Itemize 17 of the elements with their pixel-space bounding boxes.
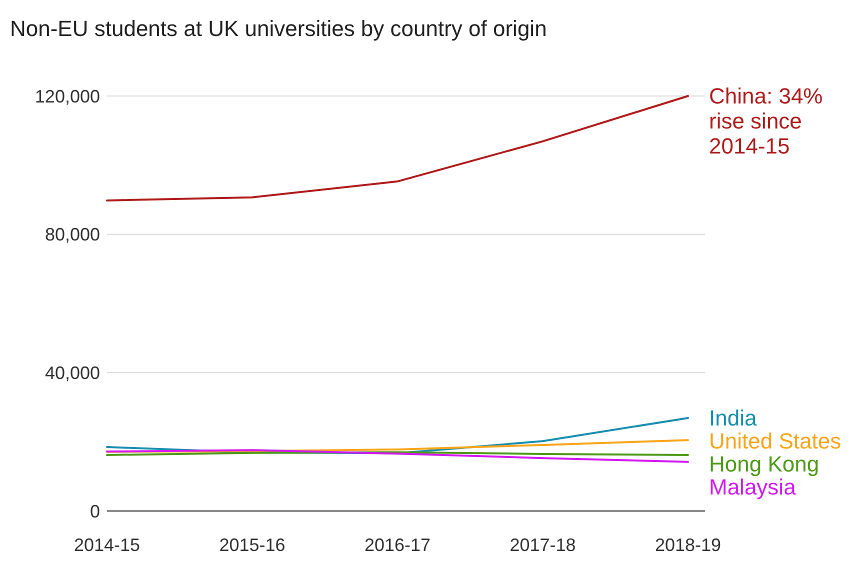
series-label: India [709, 406, 758, 431]
y-tick-label: 80,000 [44, 224, 100, 245]
y-tick-label: 40,000 [44, 362, 100, 383]
y-tick-label: 0 [90, 501, 100, 522]
chart-title: Non-EU students at UK universities by country of origin [10, 16, 547, 41]
x-tick-label: 2014-15 [74, 535, 140, 555]
y-tick-label: 120,000 [34, 86, 100, 106]
x-tick-label: 2018-19 [654, 535, 722, 555]
line-series [106, 95, 689, 202]
series-label: Hong Kong [709, 452, 820, 477]
line-series [106, 449, 689, 463]
line-series [106, 439, 689, 453]
x-tick-label: 2015-16 [219, 535, 286, 555]
series-label: China: 34% rise since 2014-15 [709, 84, 823, 159]
series-label: United States [709, 428, 842, 454]
x-tick-label: 2016-17 [364, 535, 431, 555]
x-tick-label: 2017-18 [510, 535, 576, 555]
